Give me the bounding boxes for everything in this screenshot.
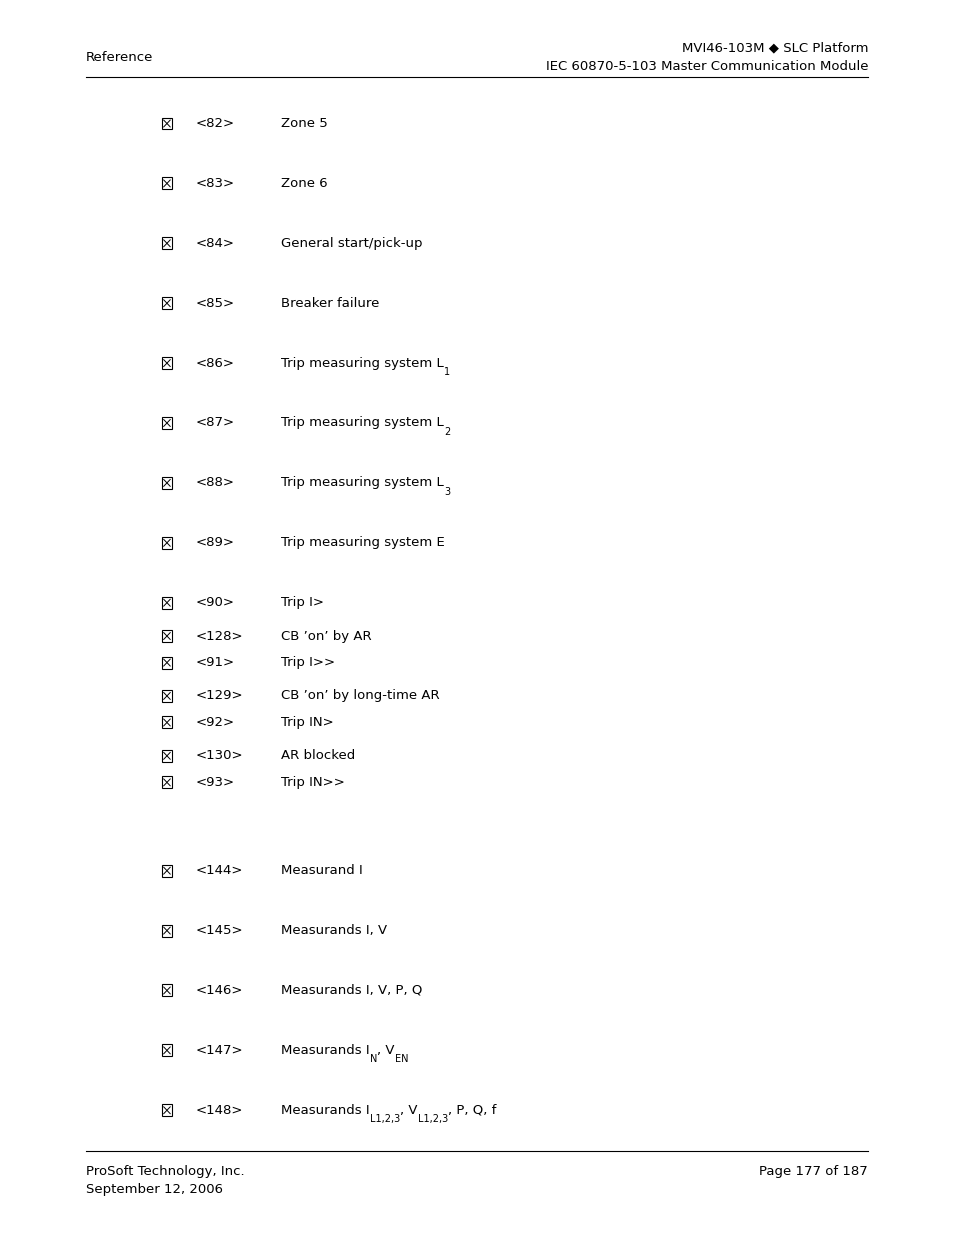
Text: <87>: <87> [195, 416, 234, 430]
Bar [161, 417, 172, 429]
Bar [161, 477, 172, 489]
Text: IEC 60870-5-103 Master Communication Module: IEC 60870-5-103 Master Communication Mod… [545, 59, 867, 73]
Text: Page 177 of 187: Page 177 of 187 [759, 1165, 867, 1178]
Bar [161, 298, 172, 309]
Text: CB ’on’ by AR: CB ’on’ by AR [281, 630, 372, 642]
Text: Trip I>>: Trip I>> [281, 656, 335, 669]
Text: AR blocked: AR blocked [281, 750, 355, 762]
Text: Measurands I, V, P, Q: Measurands I, V, P, Q [281, 984, 422, 997]
Text: 1: 1 [444, 367, 450, 377]
Text: Trip measuring system L: Trip measuring system L [281, 477, 444, 489]
Text: , V: , V [400, 1104, 417, 1116]
Text: L1,2,3: L1,2,3 [370, 1114, 400, 1124]
Bar [161, 357, 172, 369]
Text: <147>: <147> [195, 1044, 243, 1057]
Bar [161, 657, 172, 668]
Text: L1,2,3: L1,2,3 [417, 1114, 448, 1124]
Text: 2: 2 [444, 426, 450, 437]
Bar [161, 864, 172, 877]
Text: Measurands I: Measurands I [281, 1044, 370, 1057]
Text: Zone 6: Zone 6 [281, 177, 328, 190]
Text: , V: , V [377, 1044, 395, 1057]
Text: Breaker failure: Breaker failure [281, 296, 379, 310]
Text: Trip IN>>: Trip IN>> [281, 776, 345, 789]
Bar [161, 777, 172, 788]
Text: <88>: <88> [195, 477, 234, 489]
Bar [161, 716, 172, 729]
Text: <89>: <89> [195, 536, 234, 550]
Text: <85>: <85> [195, 296, 234, 310]
Bar [161, 117, 172, 130]
Text: September 12, 2006: September 12, 2006 [86, 1183, 223, 1197]
Bar [161, 237, 172, 249]
Text: <84>: <84> [195, 237, 234, 249]
Text: <82>: <82> [195, 117, 234, 130]
Text: Zone 5: Zone 5 [281, 117, 328, 130]
Text: Trip I>: Trip I> [281, 597, 324, 609]
Text: Reference: Reference [86, 51, 153, 63]
Bar [161, 1104, 172, 1116]
Bar [161, 178, 172, 189]
Bar [161, 925, 172, 936]
Text: N: N [370, 1053, 377, 1065]
Text: <129>: <129> [195, 689, 243, 703]
Text: , P, Q, f: , P, Q, f [448, 1104, 496, 1116]
Text: Measurand I: Measurand I [281, 864, 363, 877]
Text: <148>: <148> [195, 1104, 243, 1116]
Bar [161, 597, 172, 609]
Text: MVI46-103M ◆ SLC Platform: MVI46-103M ◆ SLC Platform [681, 42, 867, 54]
Text: Measurands I, V: Measurands I, V [281, 924, 387, 937]
Text: ProSoft Technology, Inc.: ProSoft Technology, Inc. [86, 1165, 244, 1178]
Text: <144>: <144> [195, 864, 243, 877]
Text: General start/pick-up: General start/pick-up [281, 237, 422, 249]
Text: 3: 3 [444, 487, 450, 496]
Text: <145>: <145> [195, 924, 243, 937]
Text: Measurands I: Measurands I [281, 1104, 370, 1116]
Bar [161, 630, 172, 642]
Bar [161, 750, 172, 762]
Text: <91>: <91> [195, 656, 234, 669]
Text: <86>: <86> [195, 357, 234, 369]
Text: <130>: <130> [195, 750, 243, 762]
Text: <92>: <92> [195, 716, 234, 729]
Bar [161, 690, 172, 701]
Text: Trip IN>: Trip IN> [281, 716, 334, 729]
Bar [161, 984, 172, 997]
Text: <146>: <146> [195, 984, 243, 997]
Text: CB ’on’ by long-time AR: CB ’on’ by long-time AR [281, 689, 439, 703]
Text: EN: EN [395, 1053, 408, 1065]
Text: <83>: <83> [195, 177, 234, 190]
Text: Trip measuring system E: Trip measuring system E [281, 536, 445, 550]
Text: <128>: <128> [195, 630, 243, 642]
Text: Trip measuring system L: Trip measuring system L [281, 357, 444, 369]
Bar [161, 1045, 172, 1056]
Text: <90>: <90> [195, 597, 234, 609]
Text: <93>: <93> [195, 776, 234, 789]
Bar [161, 537, 172, 548]
Text: Trip measuring system L: Trip measuring system L [281, 416, 444, 430]
